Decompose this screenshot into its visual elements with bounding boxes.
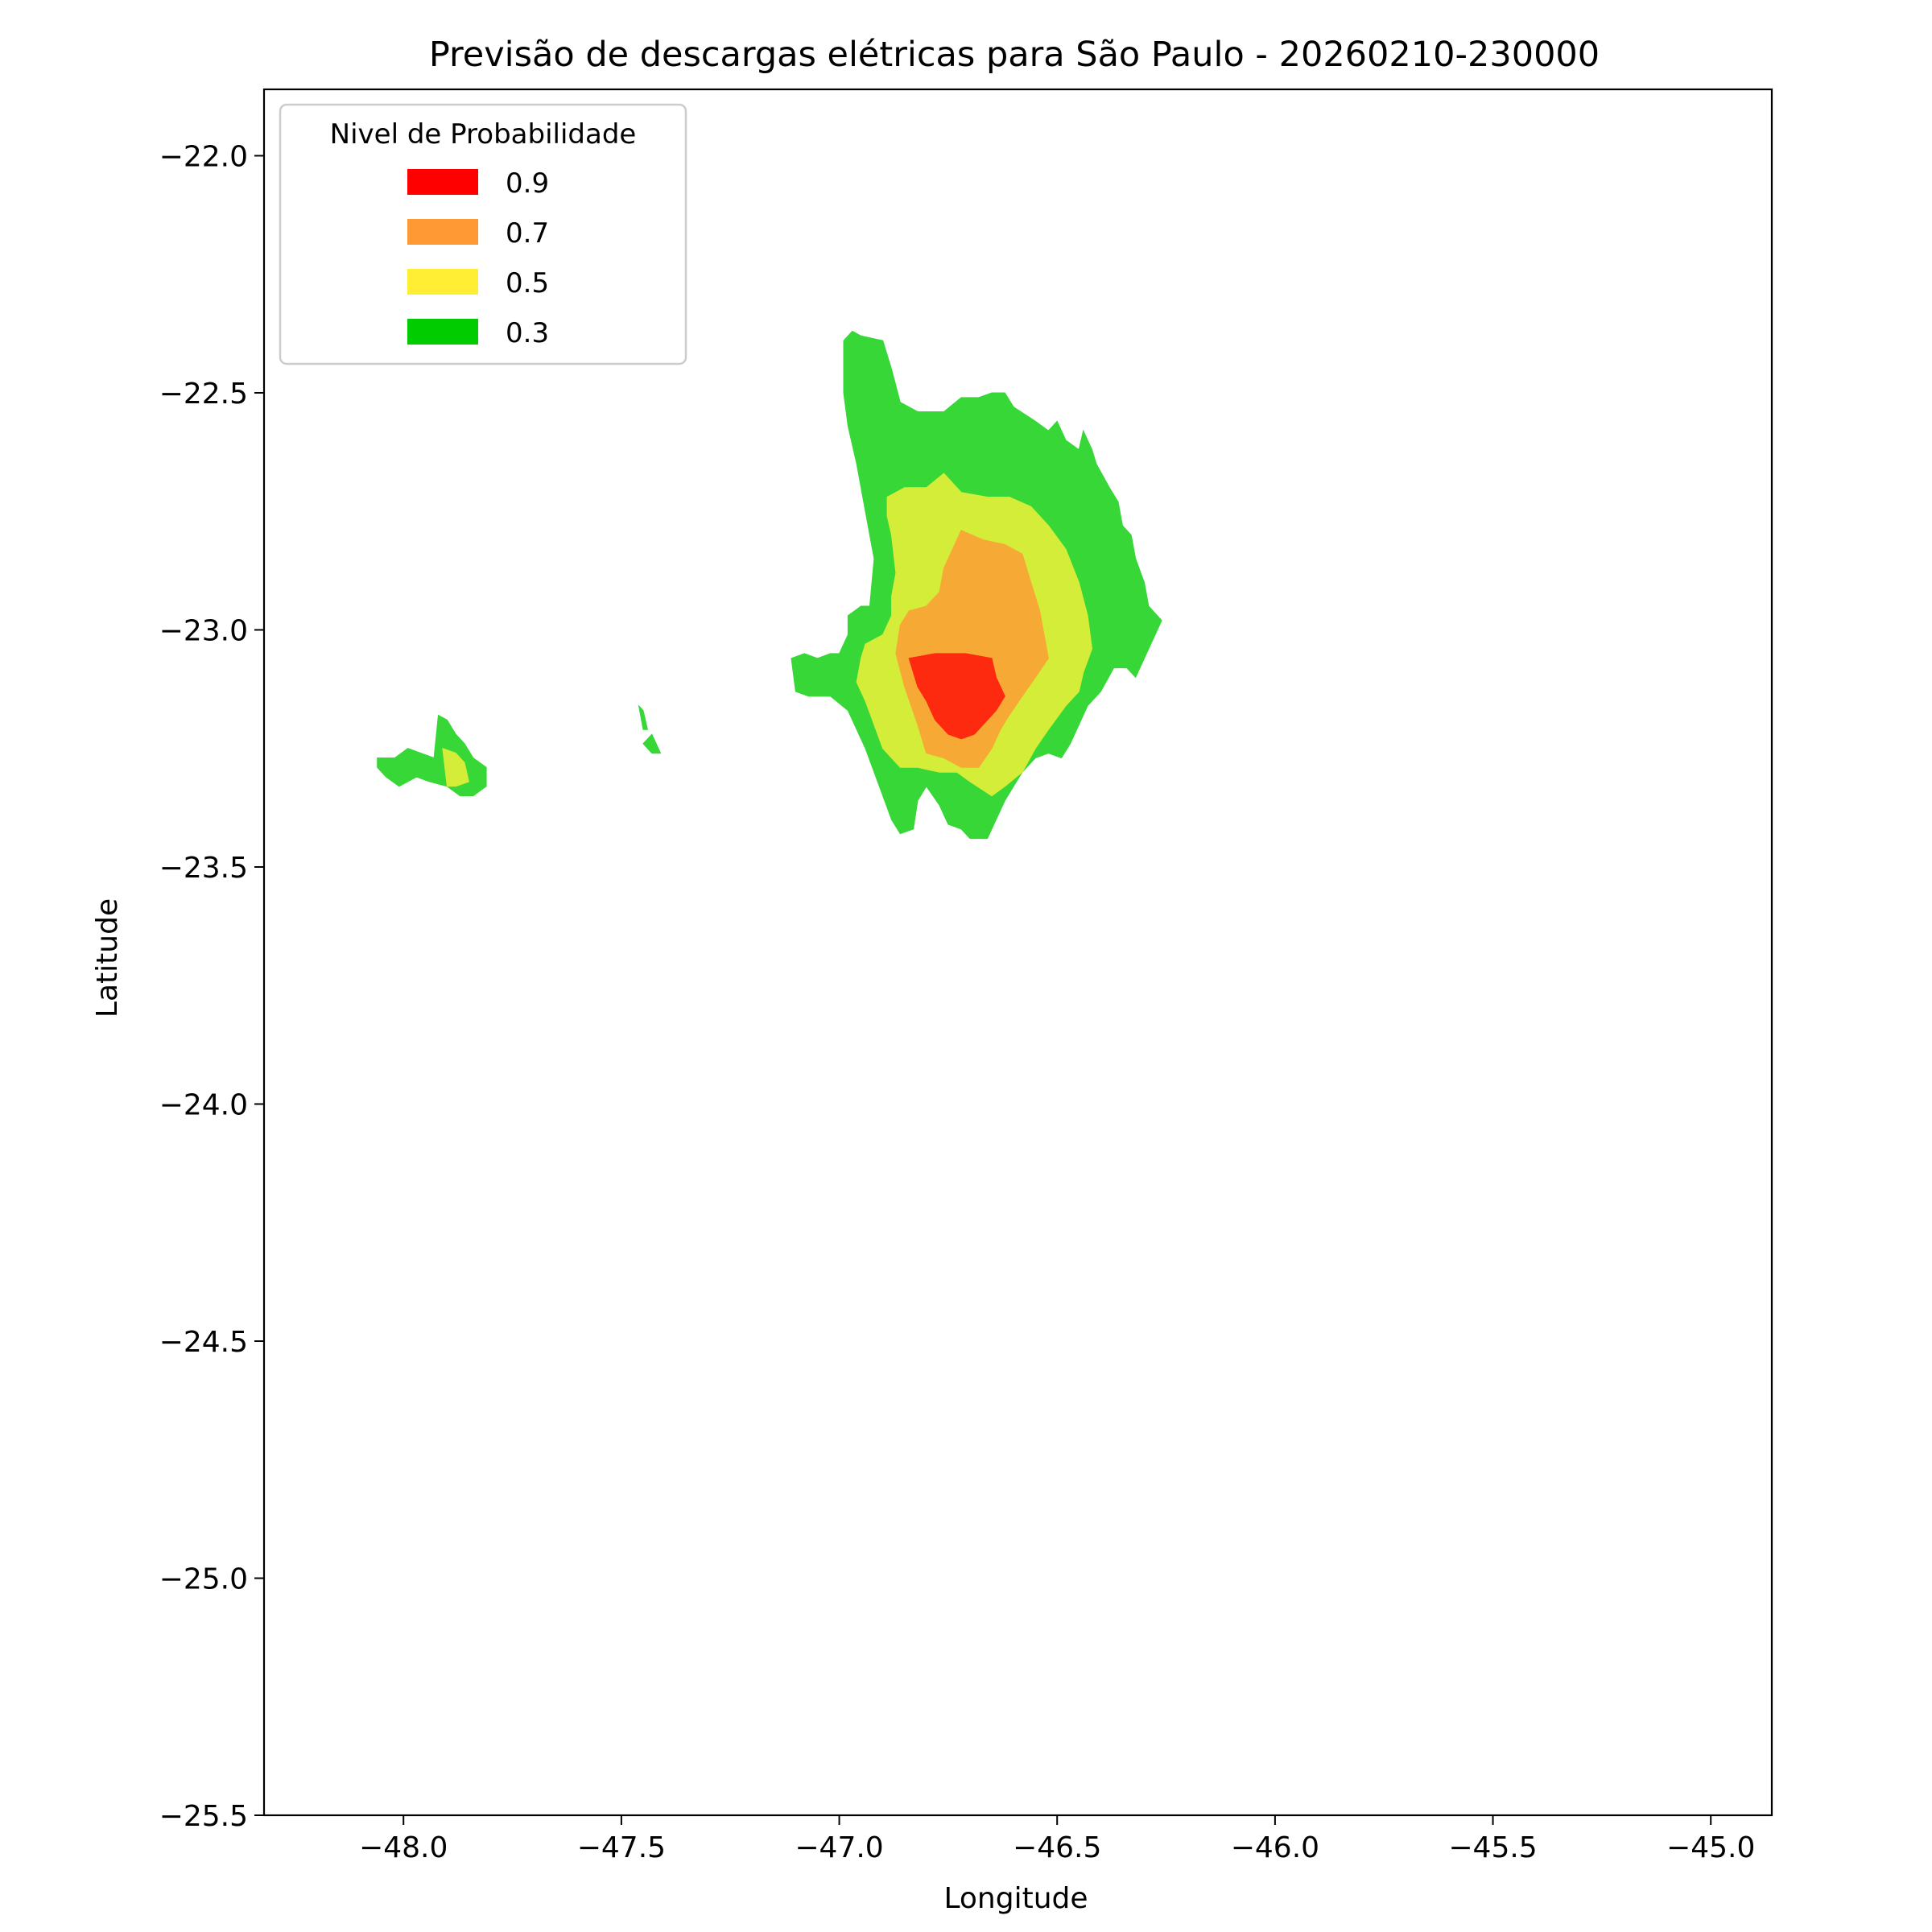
x-axis-label: Longitude (943, 1882, 1088, 1915)
x-tick-label: −48.0 (359, 1831, 448, 1864)
y-tick-label: −25.0 (159, 1563, 248, 1596)
y-tick-label: −25.5 (159, 1800, 248, 1833)
y-tick-label: −22.0 (159, 140, 248, 173)
plot-frame (262, 88, 1773, 1817)
legend-label: 0.7 (506, 217, 549, 250)
legend-swatch (407, 169, 478, 195)
contour-region-03-3 (642, 733, 662, 754)
legend-swatch (407, 219, 478, 245)
x-tick-label: −45.0 (1666, 1831, 1755, 1864)
legend-swatch (407, 319, 478, 345)
legend-label: 0.9 (506, 167, 549, 200)
x-tick-label: −46.5 (1013, 1831, 1101, 1864)
contour-region-05-1 (442, 747, 469, 787)
x-tick-label: −45.5 (1448, 1831, 1537, 1864)
x-axis-ticks: −48.0 −47.5 −47.0 −46.5 −46.0 −45.5 −45.0 (359, 1815, 1755, 1864)
legend-title: Nivel de Probabilidade (330, 118, 637, 151)
legend: Nivel de Probabilidade 0.9 0.7 0.5 0.3 (279, 103, 687, 365)
legend-swatch (407, 269, 478, 295)
y-axis-ticks: −22.0 −22.5 −23.0 −23.5 −24.0 −24.5 −25.0 −25.5 (159, 140, 264, 1833)
x-tick-label: −47.5 (577, 1831, 666, 1864)
y-axis-label: Latitude (91, 898, 124, 1018)
plot-area: −48.0 −47.5 −47.0 −46.5 −46.0 −45.5 −45.0 −22.… (159, 88, 1773, 1864)
contour-regions (377, 330, 1162, 840)
contour-region-09-0 (908, 653, 1005, 740)
chart-title: Previsão de descargas elétricas para São… (429, 35, 1600, 75)
legend-label: 0.3 (506, 317, 549, 349)
legend-entries: 0.9 0.7 0.5 0.3 (407, 167, 549, 349)
y-tick-label: −24.0 (159, 1088, 248, 1121)
y-tick-label: −24.5 (159, 1326, 248, 1359)
y-tick-label: −22.5 (159, 378, 248, 411)
legend-label: 0.5 (506, 267, 549, 299)
x-tick-label: −47.0 (795, 1831, 883, 1864)
legend-box (279, 103, 687, 365)
contour-region-03-2 (638, 704, 649, 730)
y-tick-label: −23.5 (159, 852, 248, 885)
x-tick-label: −46.0 (1231, 1831, 1319, 1864)
y-tick-label: −23.0 (159, 614, 248, 647)
